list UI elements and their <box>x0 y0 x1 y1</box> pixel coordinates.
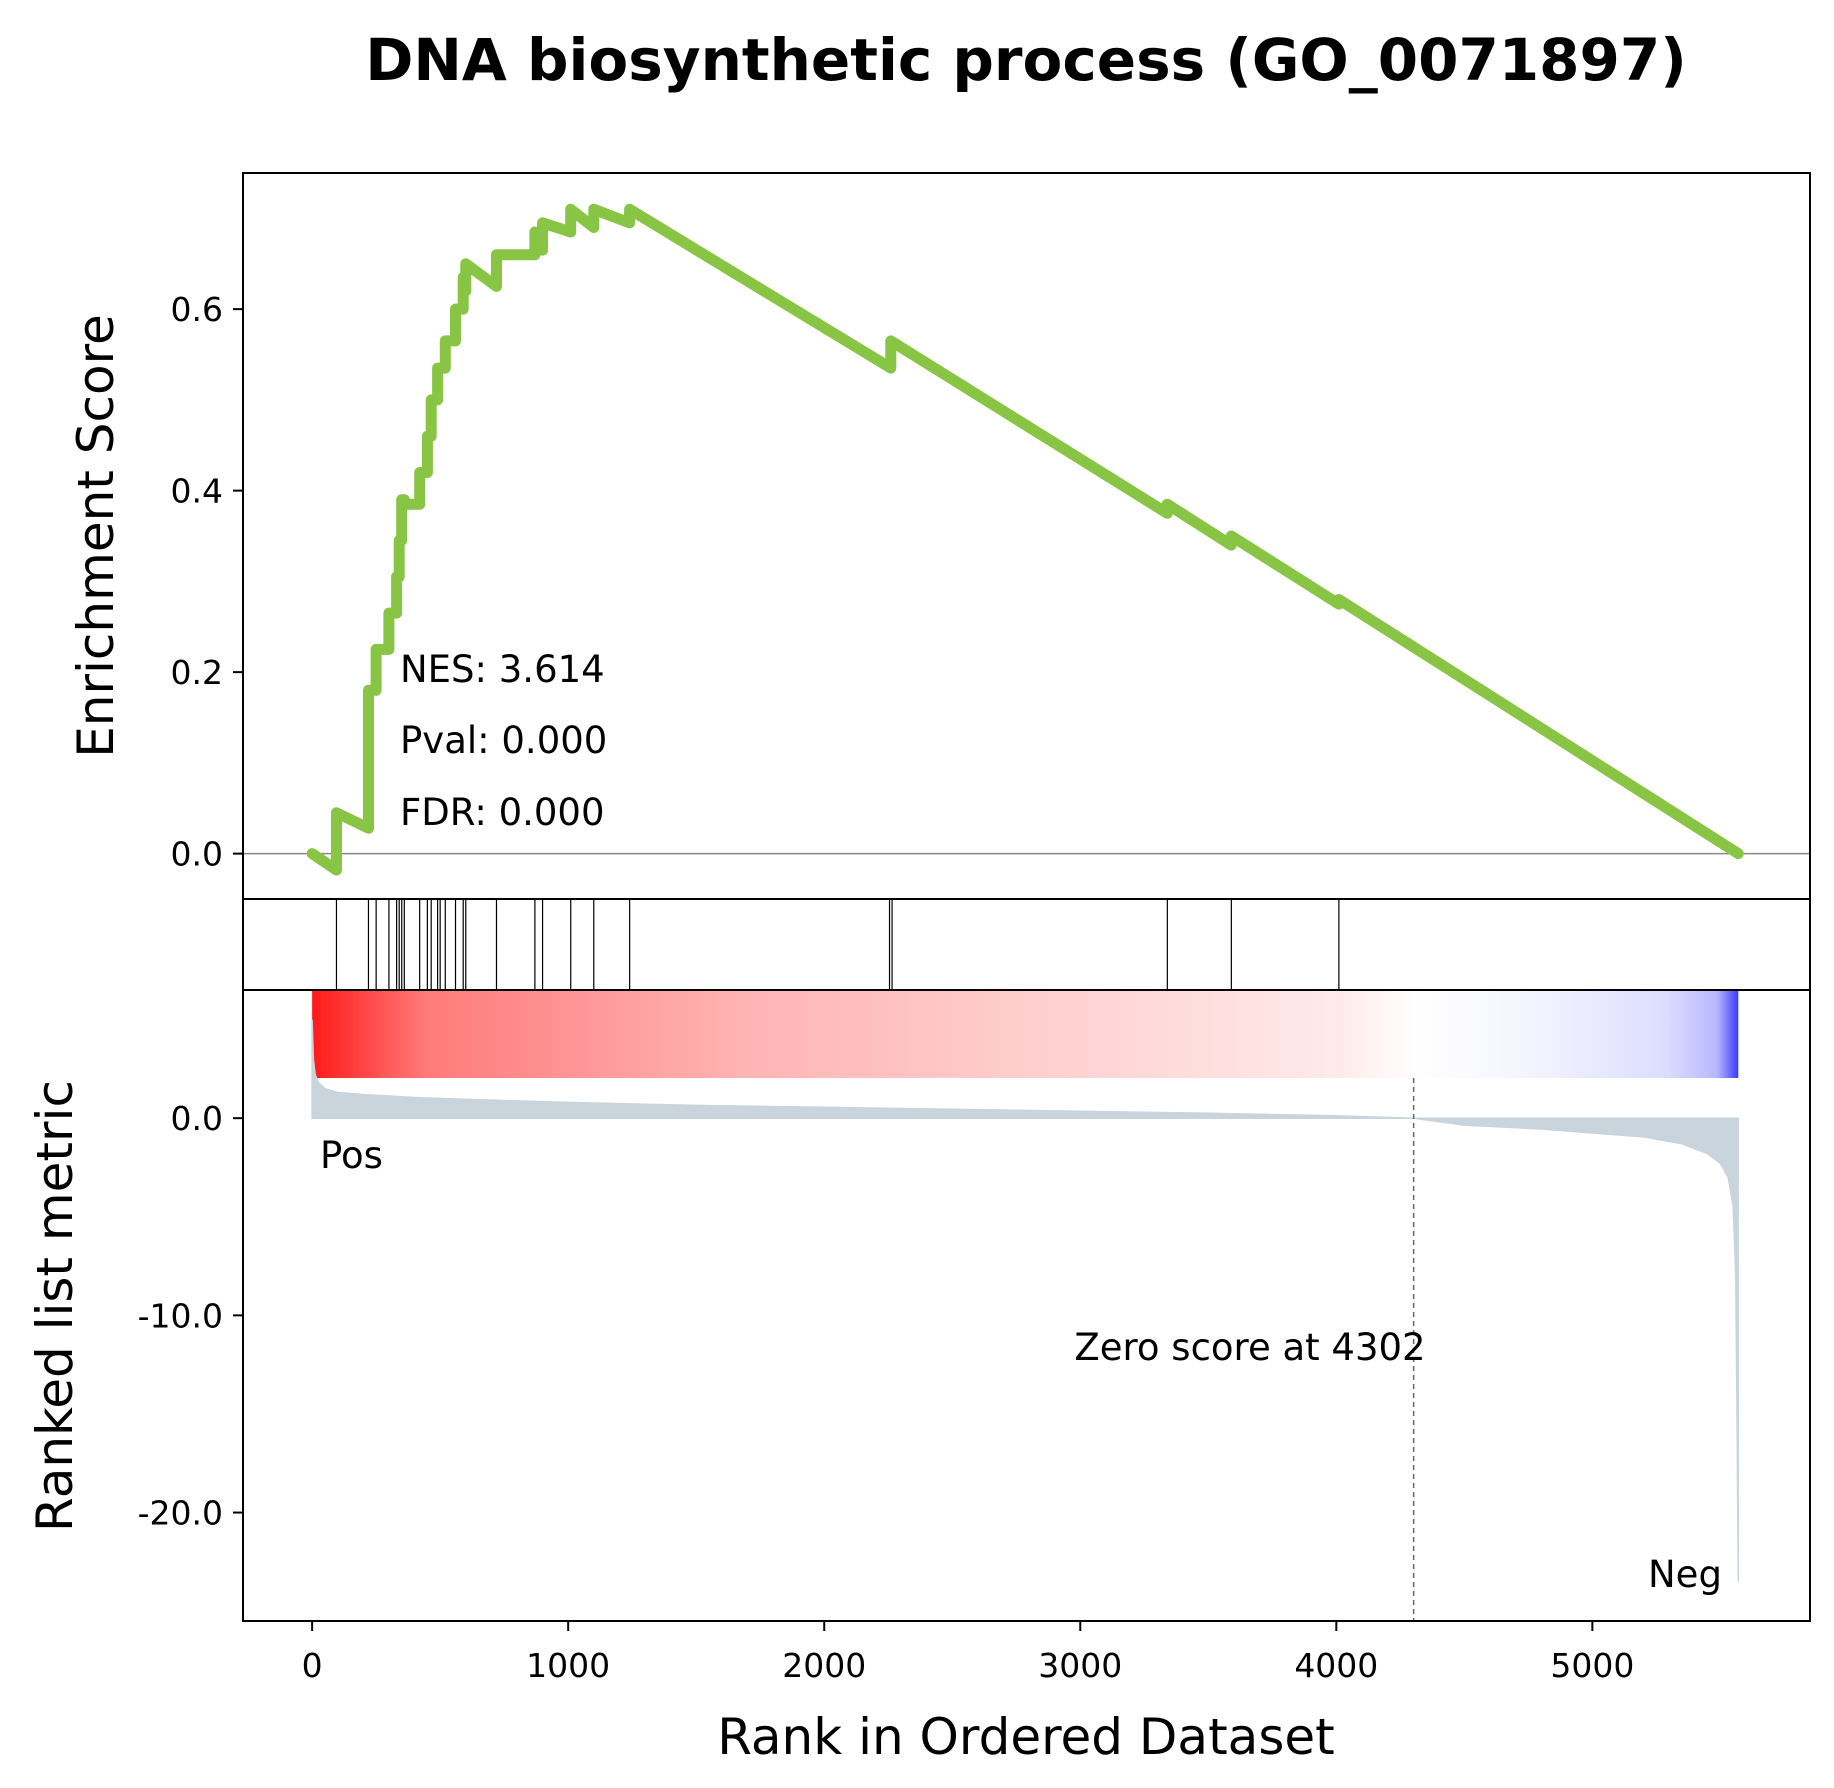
es-y-tick-label: 0.0 <box>171 835 223 874</box>
x-axis-label: Rank in Ordered Dataset <box>717 1708 1334 1766</box>
metric-y-axis-label: Ranked list metric <box>26 1080 84 1532</box>
es-series-line <box>306 203 1744 876</box>
es-y-tick-label: 0.6 <box>171 290 223 329</box>
x-tick-label: 2000 <box>782 1646 866 1685</box>
neg-label: Neg <box>1648 1553 1722 1596</box>
metric-y-tick-label: -10.0 <box>138 1296 223 1335</box>
es-y-axis-label: Enrichment Score <box>67 314 125 758</box>
hits-panel-frame <box>242 898 1811 991</box>
x-tick-label: 0 <box>302 1646 323 1685</box>
es-y-tick-label: 0.4 <box>171 472 223 511</box>
metric-y-tick-label: -20.0 <box>138 1494 223 1533</box>
metric-y-tick-label: 0.0 <box>171 1099 223 1138</box>
chart-title: DNA biosynthetic process (GO_0071897) <box>365 26 1687 94</box>
x-tick-label: 1000 <box>526 1646 610 1685</box>
metric-panel-frame <box>242 990 1811 1622</box>
hit-lines <box>335 899 1340 990</box>
enrichment-score-panel: 0.0 0.2 0.4 0.6 NES: 3.614 Pval: 0.000 FDR:… <box>67 172 1811 900</box>
rank-color-gradient-bar <box>312 991 1739 1078</box>
x-axis-ticks: 0 1000 2000 3000 4000 5000 <box>302 1621 1634 1685</box>
zero-cross-annotation: Zero score at 4302 <box>1074 1326 1425 1369</box>
es-y-tick-label: 0.2 <box>171 653 223 692</box>
ranked-metric-panel: 0.0 -10.0 -20.0 Zero score at 4302 Pos Neg… <box>26 990 1811 1622</box>
nes-annotation: NES: 3.614 <box>400 648 605 691</box>
es-y-ticks: 0.0 0.2 0.4 0.6 <box>171 290 243 874</box>
x-tick-label: 4000 <box>1294 1646 1378 1685</box>
pos-label: Pos <box>320 1134 383 1177</box>
x-tick-label: 5000 <box>1550 1646 1634 1685</box>
metric-series-area <box>311 1019 1740 1582</box>
x-tick-label: 3000 <box>1038 1646 1122 1685</box>
fdr-annotation: FDR: 0.000 <box>400 791 605 834</box>
metric-y-ticks: 0.0 -10.0 -20.0 <box>138 1099 243 1533</box>
gene-hits-panel <box>242 898 1811 991</box>
pval-annotation: Pval: 0.000 <box>400 719 607 762</box>
